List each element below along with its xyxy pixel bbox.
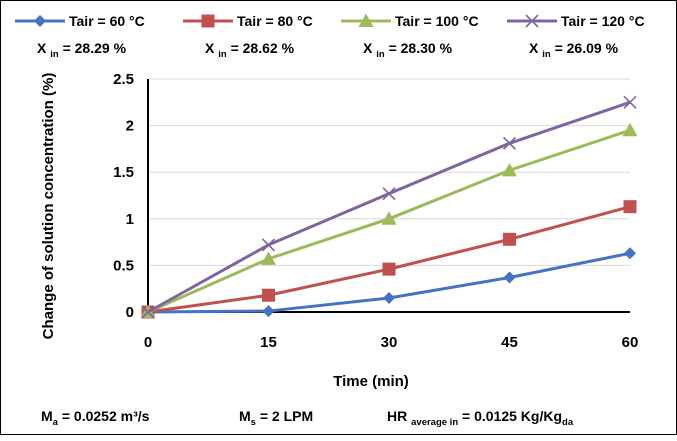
legend-item-1: Tair = 60 °C xyxy=(15,13,145,29)
x-axis-label: Time (min) xyxy=(333,373,409,390)
y-tick-label: 0 xyxy=(126,304,134,321)
data-point xyxy=(623,95,637,109)
data-point xyxy=(502,162,517,177)
marker-stroke xyxy=(623,95,637,109)
xin-main: X xyxy=(37,40,50,56)
y-tick-label: 0.5 xyxy=(113,257,134,274)
legend-item-4: Tair = 120 °C xyxy=(507,13,645,29)
data-point xyxy=(503,232,516,246)
x-tick-labels: 0 15 30 45 60 xyxy=(144,334,639,351)
y-axis-label: Change of solution concentration (%) xyxy=(40,73,57,340)
xin-rest: = 28.62 % xyxy=(227,40,295,56)
footer-ms: Ms = 2 LPM xyxy=(239,408,313,428)
y-tick-labels: 0 0.5 1 1.5 2 2.5 xyxy=(113,71,134,321)
xin-label-2: X in = 28.62 % xyxy=(205,40,295,60)
xin-rest: = 28.29 % xyxy=(59,40,127,56)
xin-main: X xyxy=(529,40,542,56)
xin-main: X xyxy=(205,40,218,56)
series-4 xyxy=(141,95,637,319)
legend-label: Tair = 100 °C xyxy=(395,13,479,29)
legend-label: Tair = 60 °C xyxy=(69,13,145,29)
data-point xyxy=(382,187,396,201)
data-point xyxy=(262,288,275,302)
series-1 xyxy=(142,247,636,318)
legend-item-3: Tair = 100 °C xyxy=(341,13,479,29)
series-3 xyxy=(140,122,638,318)
y-tick-label: 2 xyxy=(126,118,134,135)
xin-rest: = 28.30 % xyxy=(385,40,453,56)
legend-marker xyxy=(201,14,215,28)
data-point xyxy=(262,305,275,318)
data-point xyxy=(381,211,397,225)
y-tick-label: 1.5 xyxy=(113,164,134,181)
marker-stroke xyxy=(141,305,155,319)
xin-label-3: X in = 28.30 % xyxy=(363,40,453,60)
legend-marker xyxy=(358,13,374,27)
xin-sub: in xyxy=(542,49,551,60)
xin-annotations: X in = 28.29 % X in = 28.62 % X in = 28.30… xyxy=(37,40,619,60)
xin-label-4: X in = 26.09 % xyxy=(529,40,619,60)
axes xyxy=(147,79,630,313)
xin-sub: in xyxy=(50,49,59,60)
marker-stroke xyxy=(502,136,517,150)
x-tick-label: 0 xyxy=(144,334,152,351)
x-tick-label: 30 xyxy=(381,334,398,351)
data-point xyxy=(503,271,516,284)
xin-main: X xyxy=(363,40,376,56)
y-tick-label: 1 xyxy=(126,211,134,228)
data-point xyxy=(383,292,395,305)
marker-stroke xyxy=(261,238,276,252)
footer-annotations: Ma = 0.0252 m³/s Ms = 2 LPM HR average i… xyxy=(41,408,574,428)
legend-marker xyxy=(525,14,539,28)
gridlines xyxy=(148,78,630,266)
data-point xyxy=(623,200,637,214)
xin-label-1: X in = 28.29 % xyxy=(37,40,127,60)
legend-label: Tair = 80 °C xyxy=(237,13,313,29)
legend-marker xyxy=(34,15,46,27)
legend-item-2: Tair = 80 °C xyxy=(183,13,313,29)
data-point xyxy=(502,136,517,150)
data-point xyxy=(261,251,276,265)
data-point xyxy=(382,262,396,276)
x-tick-label: 15 xyxy=(260,334,277,351)
y-tick-label: 2.5 xyxy=(113,71,134,88)
marker-stroke xyxy=(525,14,539,28)
footer-hr: HR average in = 0.0125 Kg/Kgda xyxy=(387,408,574,428)
data-point xyxy=(624,247,636,260)
xin-rest: = 26.09 % xyxy=(551,40,619,56)
footer-ma: Ma = 0.0252 m³/s xyxy=(41,408,150,428)
data-point xyxy=(141,305,155,319)
legend-label: Tair = 120 °C xyxy=(561,13,645,29)
data-point xyxy=(261,238,276,252)
xin-sub: in xyxy=(218,49,227,60)
series-lines xyxy=(140,95,638,319)
x-tick-label: 60 xyxy=(622,334,639,351)
marker-stroke xyxy=(382,187,396,201)
xin-sub: in xyxy=(376,49,385,60)
x-tick-label: 45 xyxy=(501,334,518,351)
legend: Tair = 60 °C Tair = 80 °C Tair = 100 °C Tai… xyxy=(15,13,645,29)
data-point xyxy=(622,122,638,137)
